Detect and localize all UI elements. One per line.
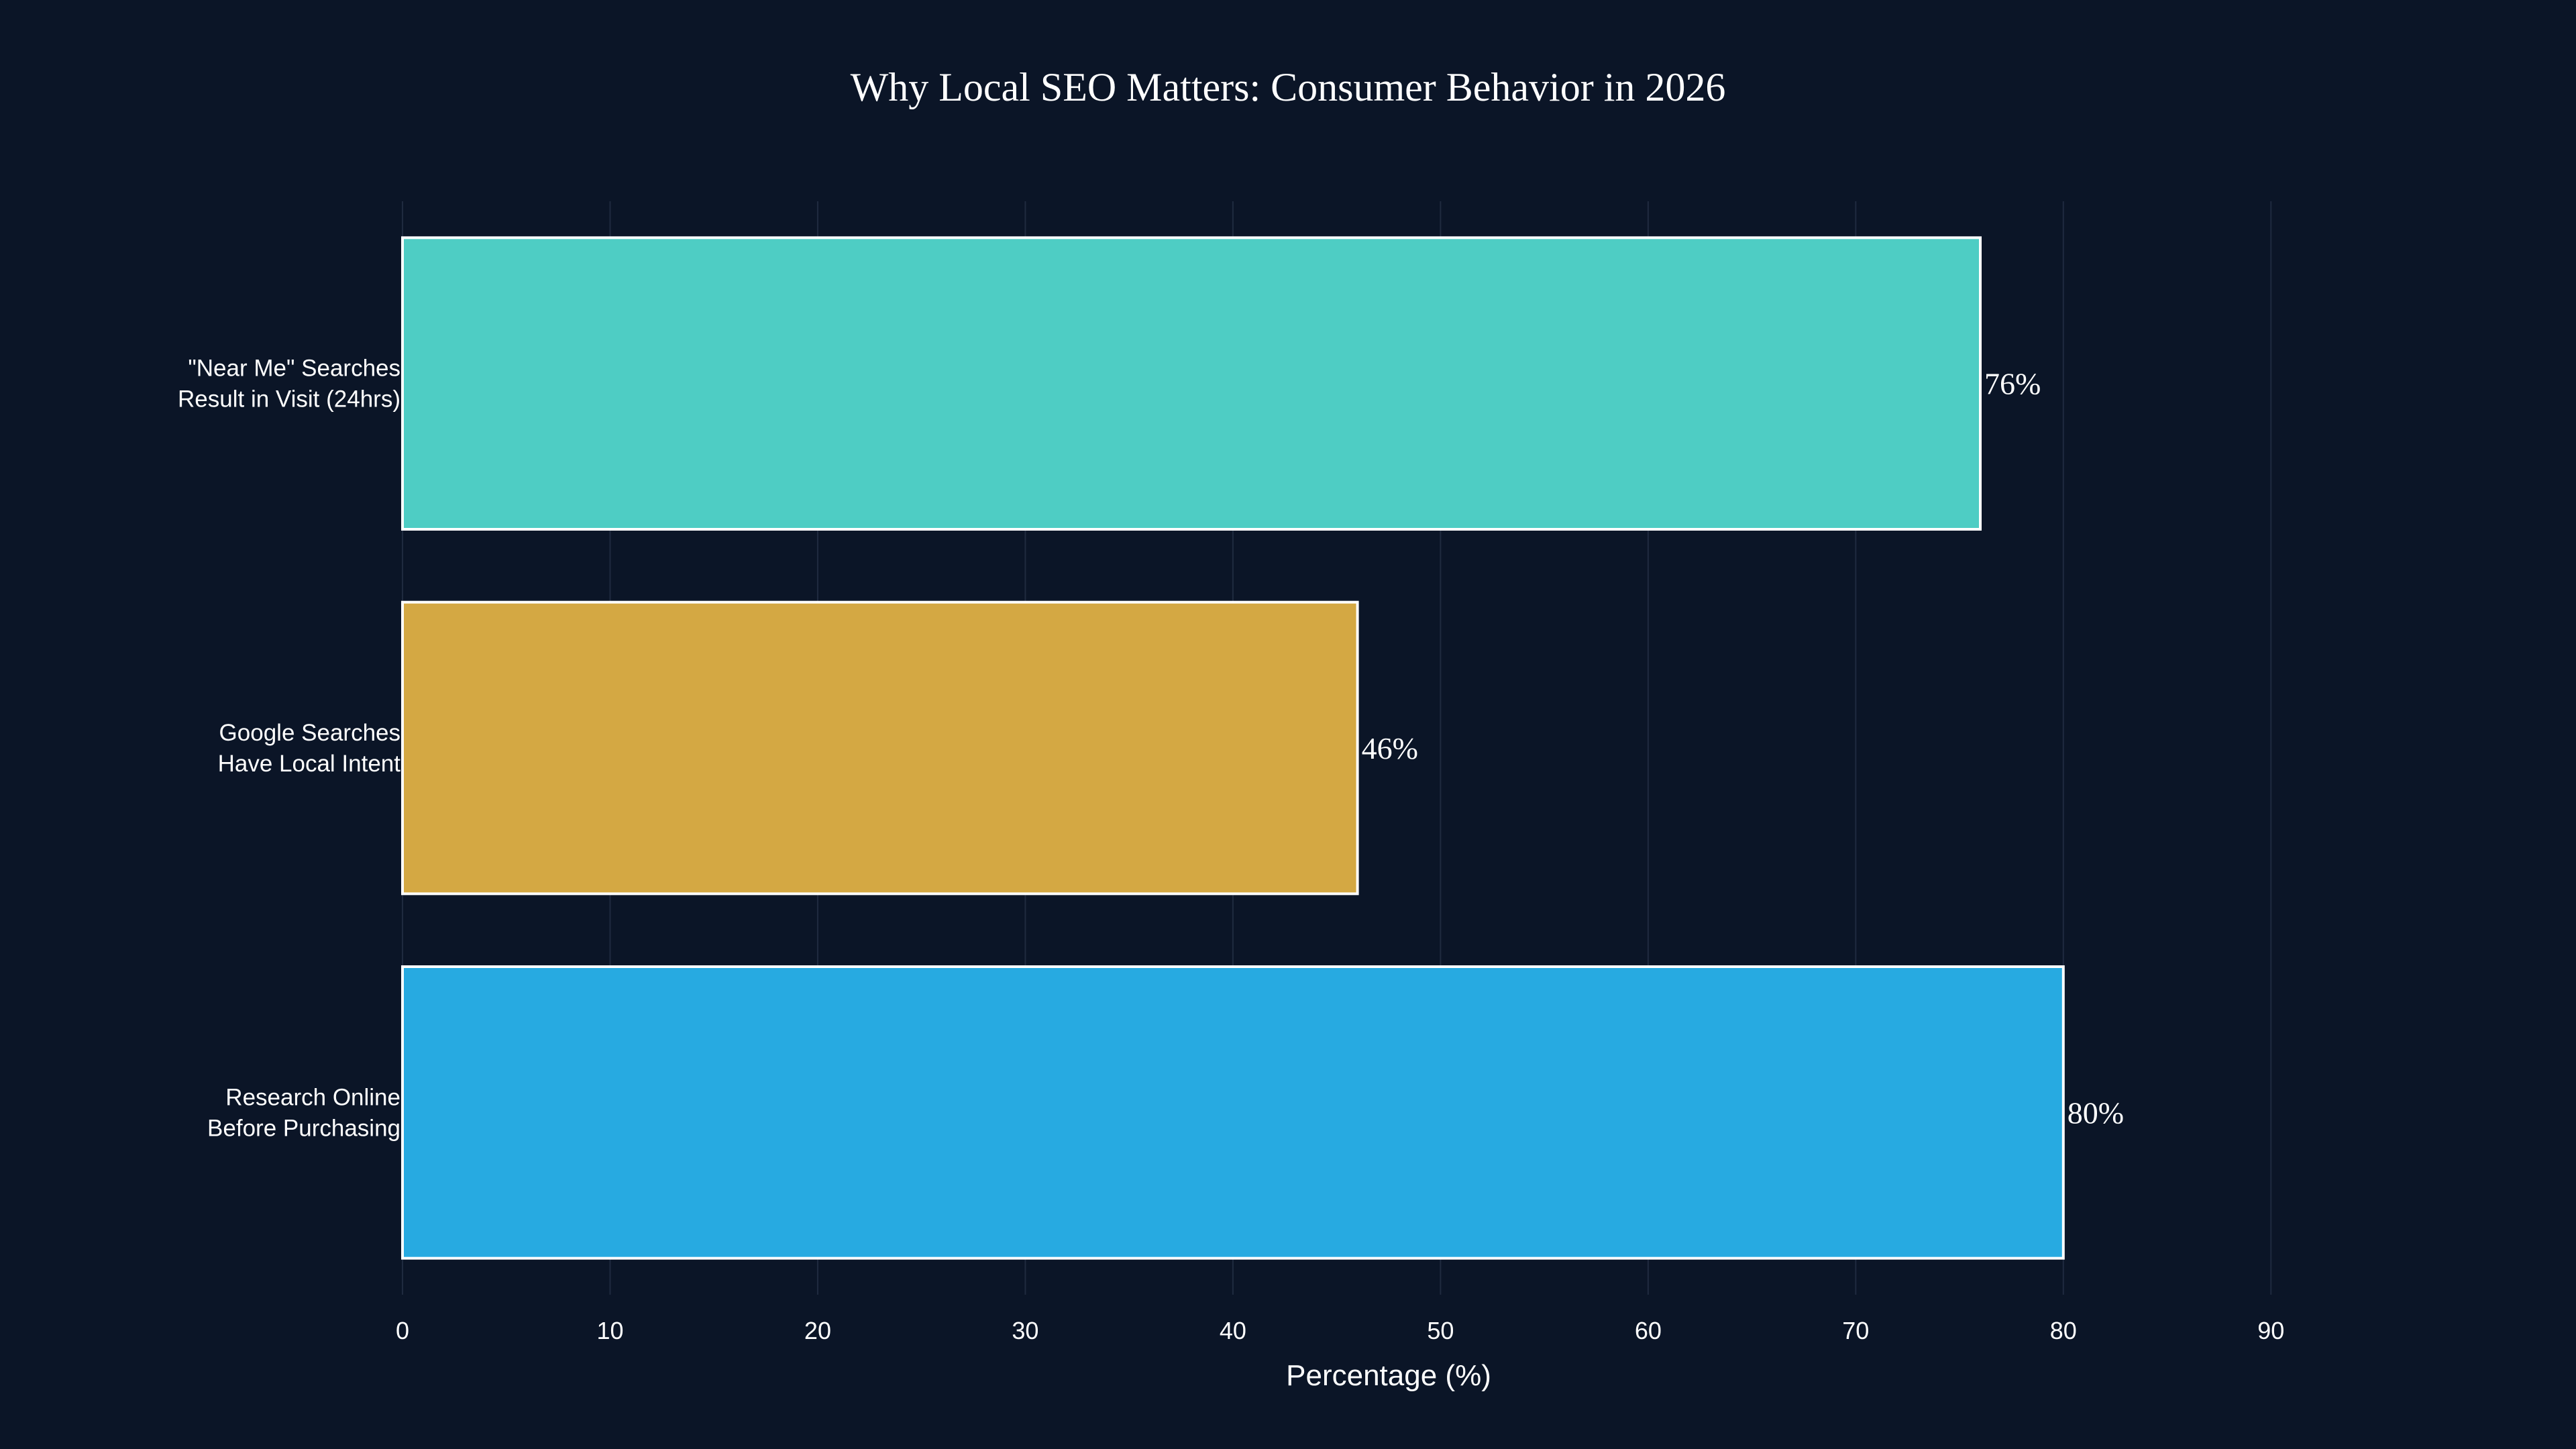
x-tick-label: 30 [1012, 1317, 1038, 1344]
x-axis-title: Percentage (%) [1286, 1359, 1491, 1392]
category-label: Research Online [225, 1084, 400, 1110]
bar-value-label: 46% [1362, 731, 1418, 765]
category-labels: "Near Me" Searches Result in Visit (24hrs… [178, 356, 400, 1142]
category-label: Have Local Intent [218, 751, 401, 777]
x-tick-label: 10 [596, 1317, 623, 1344]
chart-title: Why Local SEO Matters: Consumer Behavior… [851, 65, 1726, 109]
x-tick-label: 80 [2050, 1317, 2077, 1344]
value-labels: 76% 46% 80% [1362, 367, 2125, 1130]
bar [401, 600, 1359, 896]
bars [401, 236, 2065, 1260]
bar-value-label: 80% [2068, 1095, 2124, 1130]
x-tick-label: 70 [1842, 1317, 1869, 1344]
x-tick-label: 60 [1635, 1317, 1662, 1344]
category-label: Result in Visit (24hrs) [178, 386, 400, 413]
bar-value-label: 76% [1984, 367, 2041, 401]
x-tick-label: 90 [2257, 1317, 2284, 1344]
x-tick-label: 40 [1220, 1317, 1246, 1344]
bar [401, 965, 2065, 1260]
category-label: "Near Me" Searches [188, 356, 400, 382]
x-axis-ticks: 0 10 20 30 40 50 60 70 80 90 [396, 1317, 2284, 1344]
bar [401, 236, 1982, 531]
x-tick-label: 0 [396, 1317, 409, 1344]
x-tick-label: 50 [1427, 1317, 1454, 1344]
x-tick-label: 20 [804, 1317, 831, 1344]
category-label: Google Searches [219, 720, 400, 746]
category-label: Before Purchasing [207, 1115, 400, 1141]
